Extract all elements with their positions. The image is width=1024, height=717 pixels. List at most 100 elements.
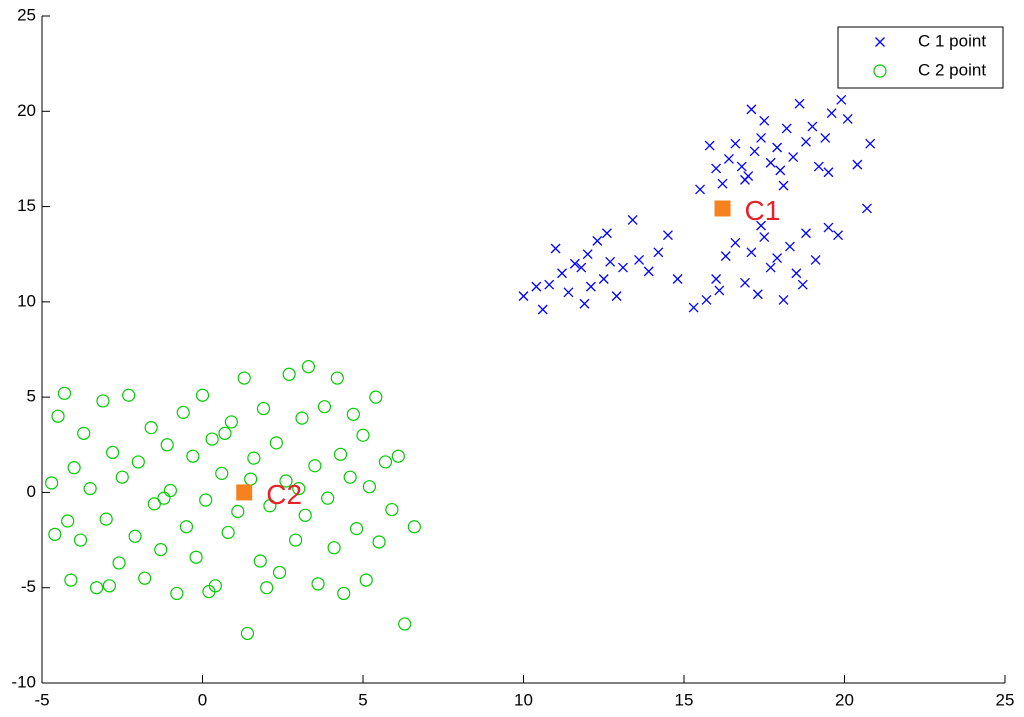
point	[723, 153, 734, 164]
point	[224, 415, 238, 429]
point	[391, 449, 405, 463]
point	[672, 274, 683, 284]
centroid-label: C1	[745, 195, 781, 226]
point	[550, 243, 561, 254]
point	[221, 525, 235, 540]
point	[746, 247, 757, 258]
point	[144, 421, 158, 435]
point	[518, 291, 529, 302]
point	[231, 504, 245, 519]
point	[605, 256, 616, 267]
point	[852, 159, 863, 170]
point	[272, 565, 287, 580]
point	[711, 274, 722, 284]
point	[61, 514, 75, 528]
point	[244, 472, 258, 486]
legend-label: C 1 point	[918, 31, 986, 50]
point	[311, 577, 325, 591]
point	[662, 230, 673, 241]
centroid	[236, 484, 253, 501]
point	[711, 163, 722, 174]
y-tick-label: 0	[27, 482, 36, 501]
point	[288, 533, 303, 547]
point	[96, 394, 110, 408]
point	[544, 279, 555, 290]
point	[740, 174, 750, 185]
point	[237, 371, 251, 385]
point	[756, 133, 766, 143]
point	[801, 228, 811, 239]
point	[279, 474, 293, 488]
point	[746, 104, 757, 115]
point	[67, 461, 81, 475]
point	[407, 520, 421, 534]
point	[717, 178, 728, 189]
point	[179, 520, 194, 534]
point	[301, 360, 316, 374]
point	[330, 371, 344, 385]
point	[781, 123, 792, 134]
point	[557, 268, 567, 279]
point	[138, 571, 152, 585]
point	[563, 287, 574, 298]
point	[321, 491, 335, 505]
point	[598, 274, 609, 284]
point	[359, 573, 373, 587]
point	[701, 294, 712, 305]
point	[730, 138, 741, 149]
point	[115, 470, 129, 484]
point	[48, 527, 62, 541]
y-tick-label: -5	[21, 577, 36, 596]
point	[826, 108, 837, 119]
point	[756, 220, 766, 231]
point	[378, 455, 393, 469]
point	[865, 138, 876, 149]
point	[740, 277, 750, 288]
point	[343, 470, 357, 484]
point	[801, 136, 811, 147]
point	[752, 289, 763, 300]
point	[765, 157, 776, 168]
point	[704, 140, 715, 151]
point	[189, 550, 203, 564]
point	[842, 113, 853, 124]
y-tick-label: 15	[17, 196, 36, 215]
point	[147, 497, 161, 511]
point	[77, 426, 91, 440]
point	[372, 535, 386, 549]
y-tick-label: 5	[27, 387, 36, 406]
point	[695, 184, 706, 195]
point	[736, 161, 747, 172]
point	[791, 268, 802, 279]
point	[186, 449, 200, 463]
point	[83, 482, 97, 496]
point	[195, 388, 210, 402]
point	[653, 247, 664, 258]
point	[51, 409, 65, 423]
point	[176, 405, 190, 419]
point	[772, 253, 783, 263]
x-tick-label: -5	[34, 690, 49, 709]
point	[295, 411, 309, 425]
point	[349, 522, 364, 536]
point	[256, 401, 271, 416]
point	[772, 142, 783, 153]
point	[131, 455, 145, 469]
point	[202, 584, 216, 599]
point	[282, 367, 296, 381]
point	[749, 146, 760, 157]
point	[688, 302, 699, 313]
point	[778, 294, 789, 305]
point	[398, 617, 412, 631]
point	[218, 426, 232, 440]
point	[634, 254, 645, 265]
point	[263, 499, 277, 513]
point	[170, 586, 184, 601]
point	[714, 285, 725, 296]
x-tick-label: 10	[514, 690, 533, 709]
point	[823, 222, 834, 233]
point	[317, 400, 332, 414]
point	[298, 508, 312, 522]
point	[337, 586, 351, 601]
